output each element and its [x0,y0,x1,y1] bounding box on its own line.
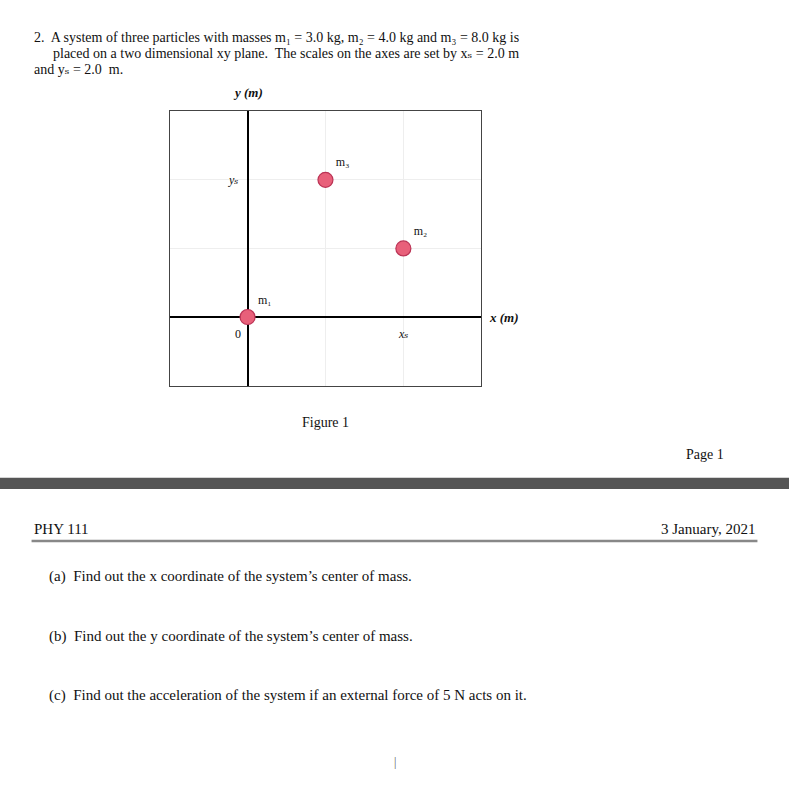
svg-text:m₃: m₃ [336,155,350,169]
svg-text:m₂: m₂ [414,224,428,238]
svg-text:and yₛ = 2.0 m.: and yₛ = 2.0 m. [34,62,123,77]
svg-text:PHY 111: PHY 111 [34,521,89,537]
svg-text:(b) Find out the y coordinate: (b) Find out the y coordinate of the sys… [49,628,413,645]
svg-text:0: 0 [235,327,241,341]
svg-text:|: | [394,755,396,769]
svg-text:3 January, 2021: 3 January, 2021 [661,521,755,537]
svg-text:2. A system of three particle: 2. A system of three particles with mass… [34,30,519,45]
svg-text:Figure 1: Figure 1 [302,415,349,430]
svg-text:(a) Find out the x coordinate: (a) Find out the x coordinate of the sys… [49,568,412,585]
svg-text:xₛ: xₛ [398,327,408,341]
svg-text:m₁: m₁ [258,293,272,307]
svg-text:(c) Find out the acceleration: (c) Find out the acceleration of the sys… [49,687,527,704]
svg-text:y (m): y (m) [233,85,263,100]
svg-text:placed on a two dimensional xy: placed on a two dimensional xy plane. Th… [53,46,519,61]
svg-text:Page 1: Page 1 [686,447,724,462]
svg-text:x (m): x (m) [489,310,519,325]
svg-text:yₛ: yₛ [228,173,238,187]
